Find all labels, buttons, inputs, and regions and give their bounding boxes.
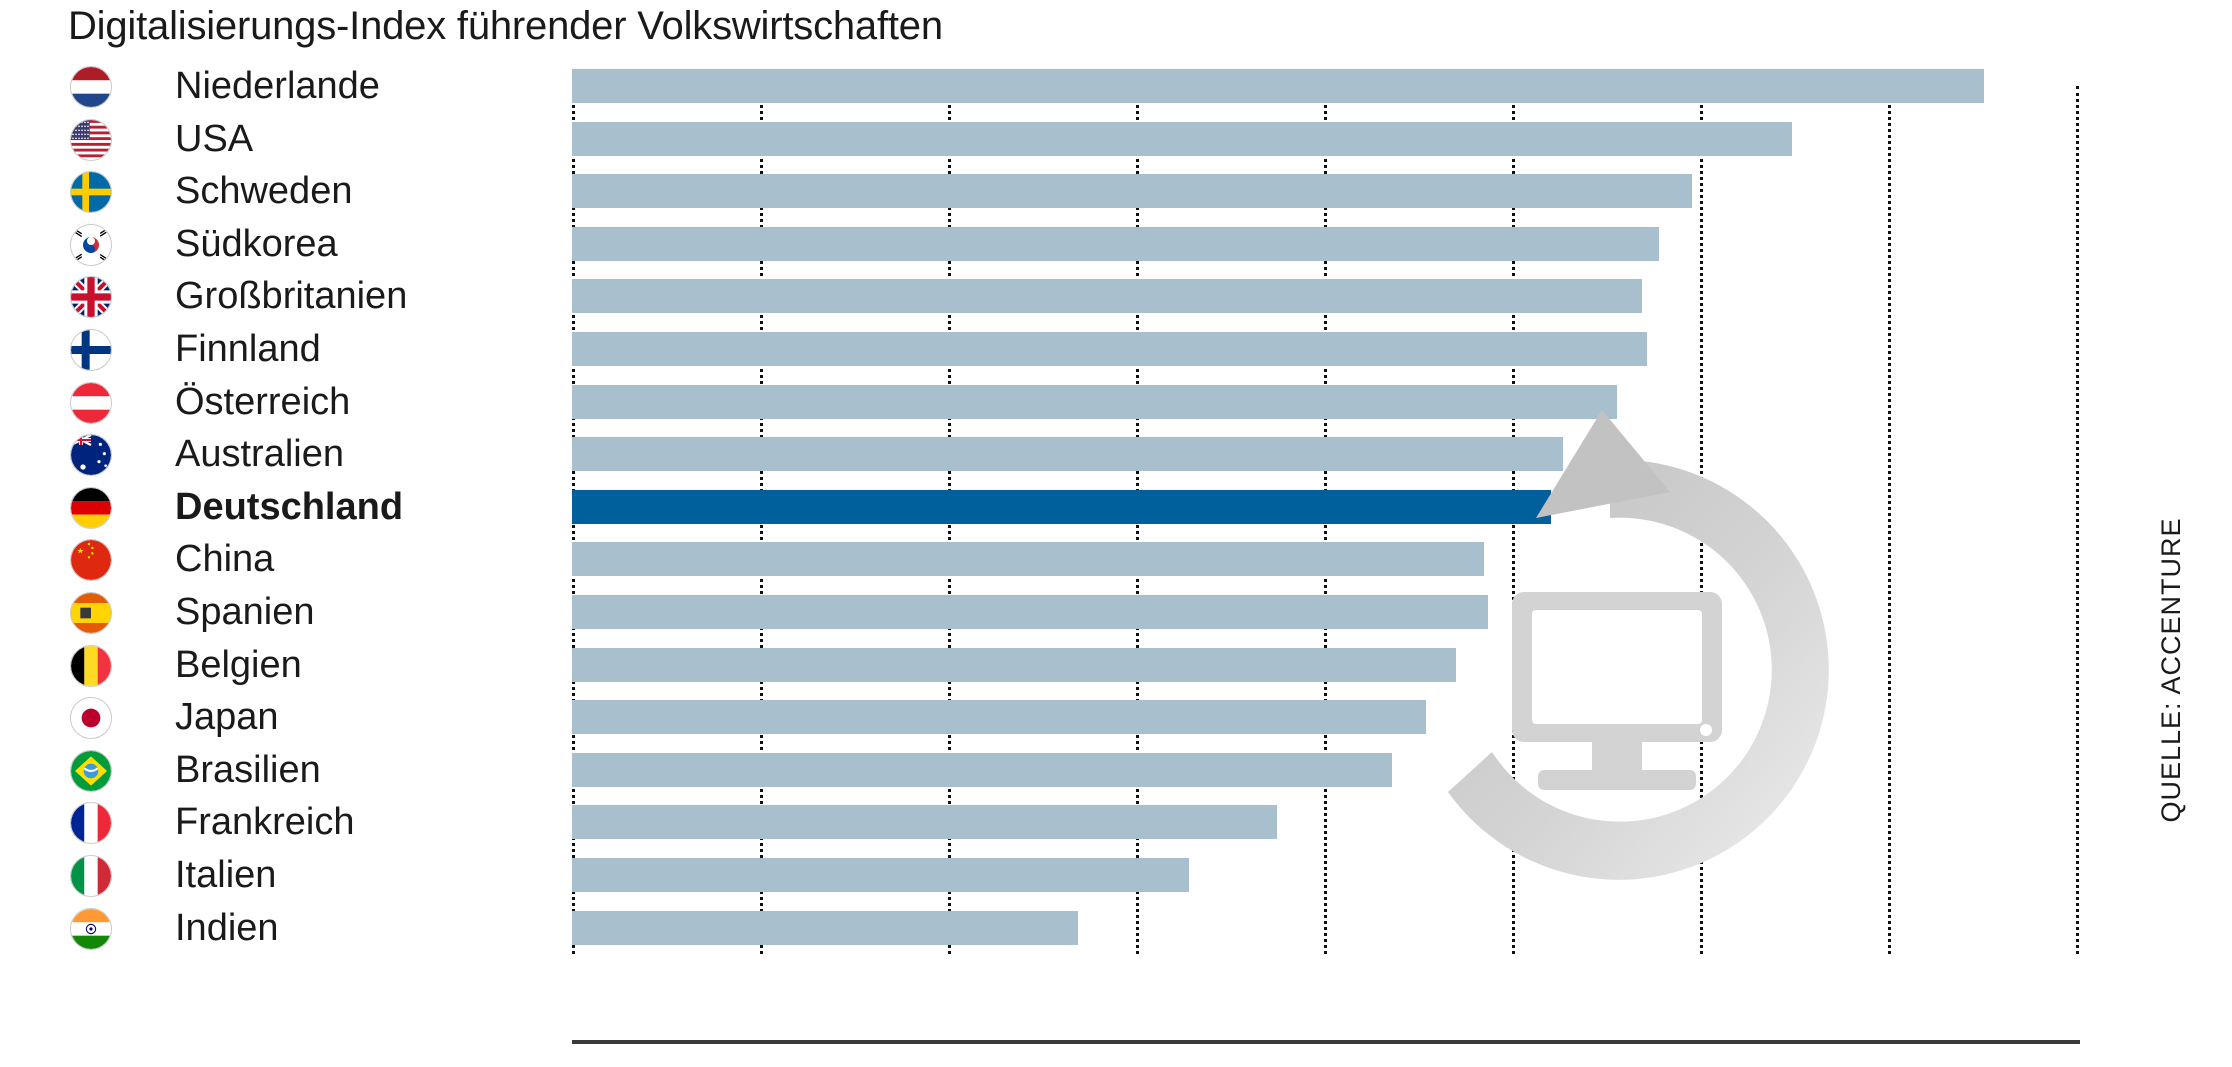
page-title: Digitalisierungs-Index führender Volkswi… (68, 4, 943, 48)
country-label: Niederlande (175, 65, 380, 107)
bar-fi (572, 332, 1648, 366)
bar-jp (572, 700, 1426, 735)
country-label: Schweden (175, 170, 353, 213)
flag-icon-kr (70, 223, 112, 266)
flag-icon-it (70, 855, 112, 897)
country-label: Frankreich (175, 801, 355, 844)
bar-row: Brasilien (0, 745, 2232, 797)
country-label: Australien (175, 433, 344, 476)
country-label: Deutschland (175, 485, 404, 528)
country-label: China (175, 538, 275, 581)
bar-row: Japan (0, 692, 2232, 744)
flag-icon-au (70, 434, 112, 477)
flag-icon-br (70, 749, 112, 792)
country-label: USA (175, 117, 254, 160)
gridline-70 (1888, 86, 1891, 954)
bar-it (572, 858, 1189, 892)
flag-icon-gb (70, 276, 112, 319)
bar-au (572, 437, 1563, 472)
bar-kr (572, 226, 1659, 261)
flag-icon-fi (70, 329, 112, 371)
bar-row: Italien (0, 850, 2232, 902)
flag-icon-nl (70, 66, 112, 108)
country-label: Österreich (175, 380, 351, 423)
country-label: Japan (175, 696, 279, 739)
bar-at (572, 384, 1618, 419)
country-label: Indien (175, 906, 279, 949)
bar-gb (572, 279, 1642, 314)
country-label: Südkorea (175, 222, 338, 265)
bar-row: Belgien (0, 640, 2232, 692)
source-note-wrapper: QUELLE: ACCENTURE (2156, 420, 2232, 920)
country-label: Großbritanien (175, 275, 408, 318)
bar-row: Österreich (0, 377, 2232, 429)
country-label: Belgien (175, 643, 302, 686)
bar-be (572, 647, 1456, 682)
bar-br (572, 752, 1392, 787)
bar-row: Australien (0, 429, 2232, 481)
country-label: Italien (175, 854, 277, 896)
flag-icon-in (70, 907, 112, 950)
bar-se (572, 174, 1693, 209)
bar-row: Südkorea (0, 219, 2232, 271)
bar-in (572, 910, 1078, 945)
bar-us (572, 121, 1793, 156)
bar-de (572, 489, 1552, 524)
flag-icon-es (70, 592, 112, 634)
bar-cn (572, 542, 1484, 577)
bar-row: Frankreich (0, 797, 2232, 849)
bar-row: Spanien (0, 587, 2232, 639)
flag-icon-jp (70, 697, 112, 740)
bar-row: Schweden (0, 166, 2232, 218)
flag-icon-cn (70, 539, 112, 582)
x-axis-baseline (572, 1040, 2080, 1044)
bar-row: Großbritanien (0, 271, 2232, 323)
country-label: Finnland (175, 328, 321, 370)
bar-row: Deutschland (0, 482, 2232, 534)
bar-row: Niederlande (0, 61, 2232, 113)
flag-icon-se (70, 171, 112, 214)
gridline-80 (2076, 86, 2079, 954)
bar-es (572, 595, 1488, 629)
country-label: Brasilien (175, 748, 321, 791)
bar-row: Indien (0, 903, 2232, 955)
flag-icon-be (70, 644, 112, 687)
source-note: QUELLE: ACCENTURE (2155, 517, 2186, 823)
flag-icon-fr (70, 802, 112, 845)
flag-icon-us (70, 118, 112, 161)
flag-icon-de (70, 486, 112, 529)
bar-row: China (0, 534, 2232, 586)
flag-icon-at (70, 381, 112, 424)
bar-fr (572, 805, 1277, 840)
bar-row: Finnland (0, 324, 2232, 376)
bar-nl (572, 69, 1984, 103)
country-label: Spanien (175, 591, 315, 633)
bar-row: USA (0, 114, 2232, 166)
